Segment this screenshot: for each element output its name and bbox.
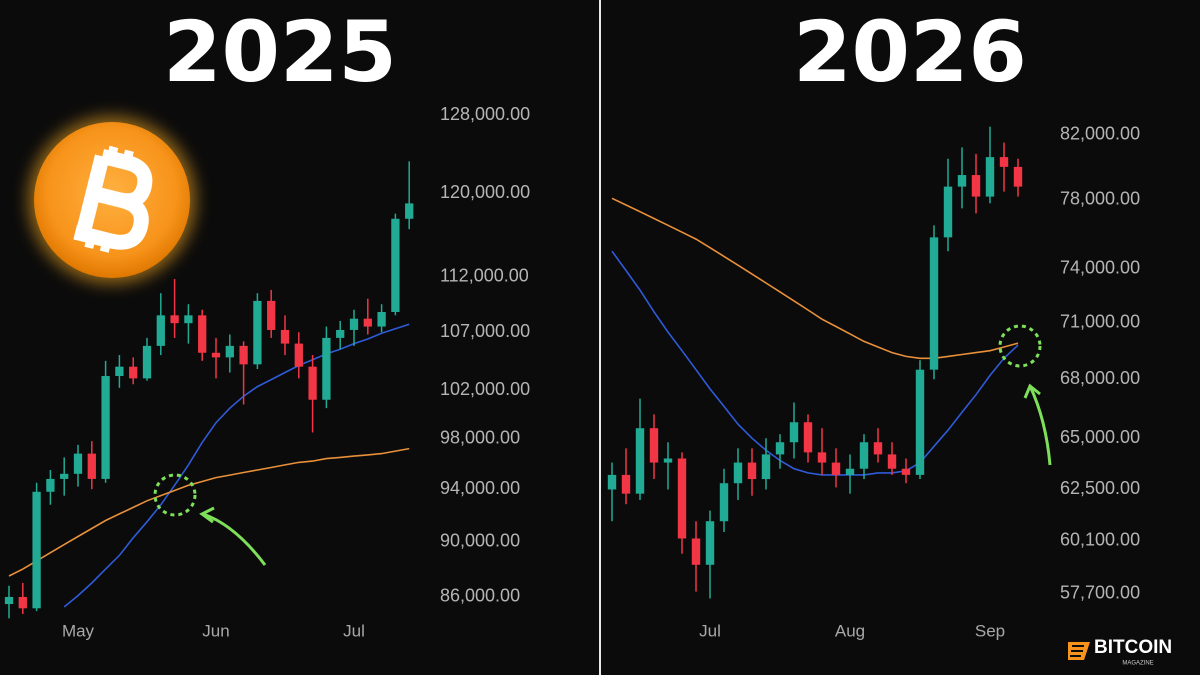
candle-body: [308, 366, 317, 400]
y-tick-label: 57,700.00: [1060, 583, 1140, 603]
y-tick-label: 71,000.00: [1060, 312, 1140, 332]
x-tick-label: May: [62, 621, 95, 640]
candle-body: [18, 596, 27, 609]
candle-body: [607, 474, 617, 490]
chart-title: 2025: [163, 3, 397, 101]
candle-body: [101, 376, 110, 479]
y-tick-label: 112,000.00: [440, 266, 529, 286]
y-tick-label: 74,000.00: [1060, 258, 1140, 278]
y-tick-label: 78,000.00: [1060, 189, 1140, 209]
candle-body: [929, 237, 939, 370]
y-tick-label: 94,000.00: [440, 478, 520, 498]
candle-body: [363, 318, 372, 327]
moving-average: [611, 197, 1019, 360]
candle-body: [73, 453, 83, 474]
watermark: BITCOIN MAGAZINE: [1068, 637, 1172, 667]
candle-body: [32, 491, 41, 609]
y-tick-label: 120,000.00: [440, 182, 530, 202]
candle-body: [211, 352, 221, 358]
moving-average: [8, 447, 410, 577]
x-tick-label: Aug: [835, 621, 865, 640]
annotations: [153, 324, 1052, 566]
bitcoin-logo: [28, 116, 196, 284]
watermark-sub: MAGAZINE: [1122, 661, 1153, 667]
y-tick-label: 86,000.00: [440, 586, 520, 606]
y-tick-label: 60,100.00: [1060, 529, 1140, 549]
candle-body: [775, 442, 785, 455]
candle-body: [280, 329, 290, 344]
candle-body: [705, 521, 715, 565]
candle-body: [349, 318, 359, 330]
candle-body: [267, 300, 276, 330]
candle-body: [377, 311, 386, 327]
candle-body: [985, 157, 995, 197]
watermark-name: BITCOIN: [1094, 637, 1172, 658]
y-tick-label: 107,000.00: [440, 321, 530, 341]
candle-body: [253, 300, 262, 365]
candle-body: [142, 345, 152, 379]
candle-body: [184, 315, 193, 324]
candle-body: [663, 458, 673, 463]
candle-body: [635, 428, 645, 494]
x-tick-label: Sep: [975, 621, 1005, 640]
y-tick-label: 62,500.00: [1060, 478, 1140, 498]
candle-body: [294, 343, 303, 367]
y-tick-label: 128,000.00: [440, 104, 530, 124]
candle-body: [87, 453, 96, 479]
candle-body: [691, 538, 701, 565]
x-tick-label: Jul: [343, 621, 365, 640]
candle-body: [391, 218, 400, 312]
candle-body: [225, 345, 234, 358]
candle-body: [887, 454, 897, 469]
x-tick-label: Jul: [699, 621, 721, 640]
y-tick-label: 90,000.00: [440, 531, 520, 551]
candle-body: [859, 442, 869, 469]
candle-body: [873, 442, 883, 455]
candle-body: [1013, 166, 1023, 187]
moving-average: [611, 250, 1019, 476]
moving-average: [63, 323, 410, 608]
x-tick-label: Jun: [202, 621, 229, 640]
candle-body: [845, 468, 855, 475]
candle-body: [405, 203, 414, 219]
y-tick-label: 98,000.00: [440, 427, 520, 447]
candle-body: [239, 345, 248, 365]
candle-body: [831, 462, 841, 475]
y-tick-label: 65,000.00: [1060, 427, 1140, 447]
candle-body: [789, 422, 799, 443]
candle-body: [129, 366, 138, 379]
candle-body: [170, 315, 179, 324]
candle-body: [322, 337, 331, 400]
candle-body: [621, 474, 631, 494]
candle-body: [198, 315, 207, 353]
candle-body: [719, 483, 729, 522]
candle-body: [336, 329, 345, 338]
candle-body: [649, 428, 659, 463]
candle-body: [761, 454, 771, 480]
candle-body: [901, 468, 911, 475]
candle-body: [733, 462, 743, 484]
candle-body: [156, 315, 165, 346]
candle-body: [971, 175, 981, 197]
chart-title: 2026: [793, 3, 1027, 101]
candle-body: [115, 366, 124, 377]
candle-body: [915, 369, 925, 475]
candle-body: [817, 452, 827, 463]
charts: 2025 128,000.00 120,000.00 112,000.00 107,00…: [4, 3, 1140, 640]
candle-body: [957, 175, 967, 187]
candle-body: [943, 186, 953, 238]
candle-body: [4, 596, 14, 605]
y-tick-label: 102,000.00: [440, 379, 530, 399]
y-tick-label: 82,000.00: [1060, 123, 1140, 143]
candle-body: [46, 478, 55, 492]
candle-body: [60, 473, 69, 479]
candle-body: [803, 422, 813, 453]
candle-body: [677, 458, 687, 539]
candle-body: [747, 462, 757, 480]
candle-body: [999, 157, 1009, 167]
y-tick-label: 68,000.00: [1060, 368, 1140, 388]
